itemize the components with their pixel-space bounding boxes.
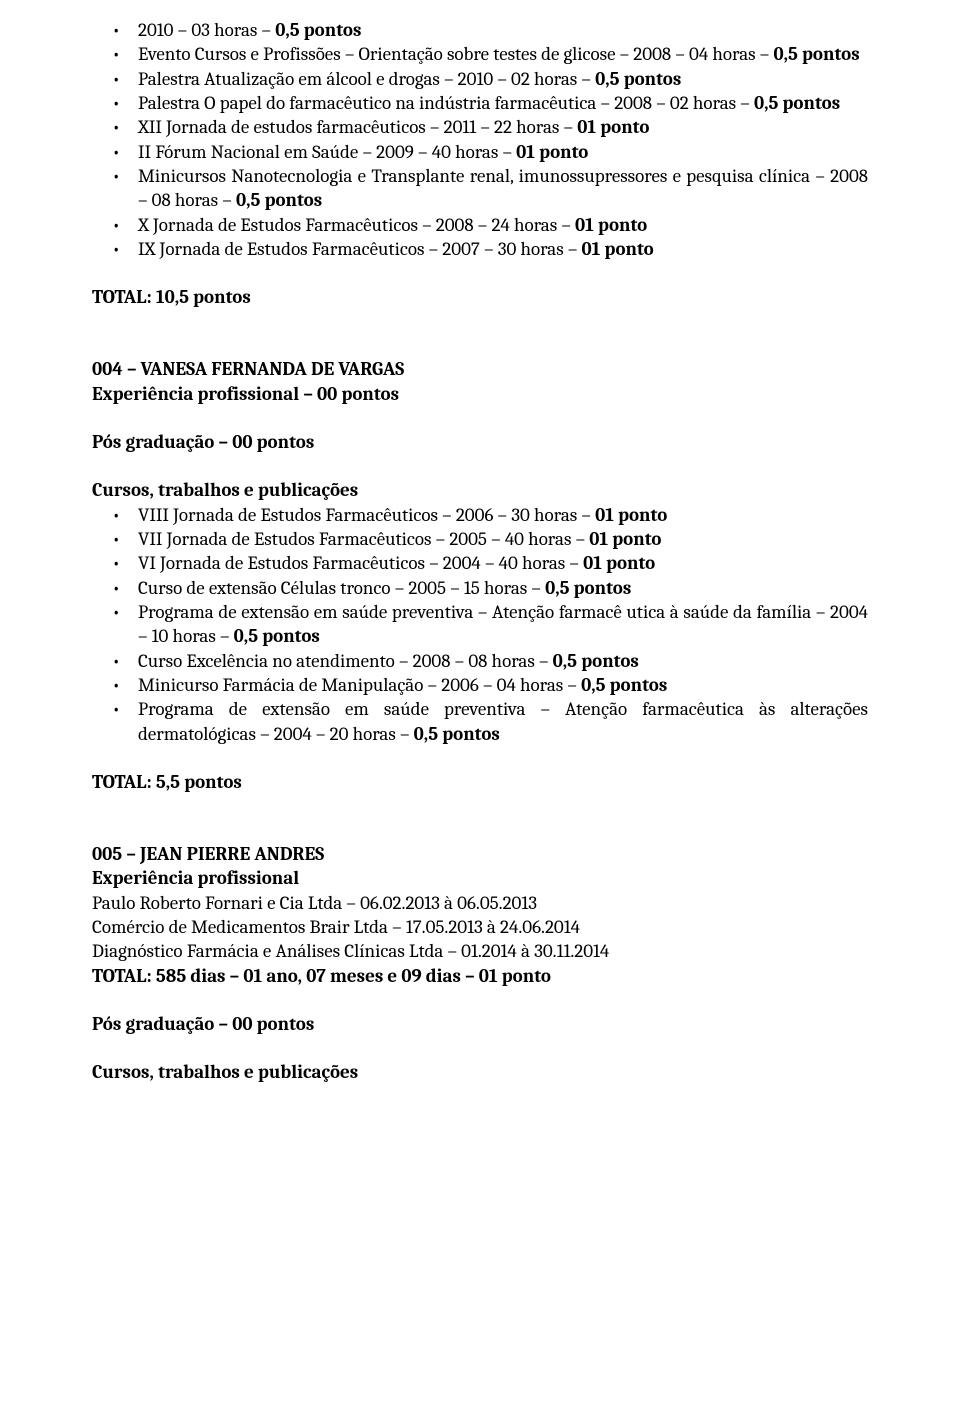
list-item: Minicursos Nanotecnologia e Transplante …: [138, 164, 868, 213]
sec004-posgrad: Pós graduação – 00 pontos: [92, 430, 868, 454]
list-item: Palestra O papel do farmacêutico na indú…: [138, 91, 868, 115]
sec005-exp-header: Experiência profissional: [92, 866, 868, 890]
sec005-title: 005 – JEAN PIERRE ANDRES: [92, 842, 868, 866]
sec005-cursos-header: Cursos, trabalhos e publicações: [92, 1060, 868, 1084]
list-item: Curso de extensão Células tronco – 2005 …: [138, 576, 868, 600]
list-item: VI Jornada de Estudos Farmacêuticos – 20…: [138, 551, 868, 575]
sec005-posgrad: Pós graduação – 00 pontos: [92, 1012, 868, 1036]
sec004-cursos-header: Cursos, trabalhos e publicações: [92, 478, 868, 502]
exp-line: Diagnóstico Farmácia e Análises Clínicas…: [92, 939, 868, 963]
sec004-total: TOTAL: 5,5 pontos: [92, 770, 868, 794]
sec004-title: 004 – VANESA FERNANDA DE VARGAS: [92, 357, 868, 381]
exp-line: Paulo Roberto Fornari e Cia Ltda – 06.02…: [92, 891, 868, 915]
list-item: Programa de extensão em saúde preventiva…: [138, 697, 868, 746]
list-item: Curso Excelência no atendimento – 2008 –…: [138, 649, 868, 673]
list-item: IX Jornada de Estudos Farmacêuticos – 20…: [138, 237, 868, 261]
list-item: Palestra Atualização em álcool e drogas …: [138, 67, 868, 91]
list-item: VII Jornada de Estudos Farmacêuticos – 2…: [138, 527, 868, 551]
list-item: 2010 – 03 horas – 0,5 pontos: [138, 18, 868, 42]
sec005-exp-lines: Paulo Roberto Fornari e Cia Ltda – 06.02…: [92, 891, 868, 964]
list-item: II Fórum Nacional em Saúde – 2009 – 40 h…: [138, 140, 868, 164]
list-item: Minicurso Farmácia de Manipulação – 2006…: [138, 673, 868, 697]
list-item: XII Jornada de estudos farmacêuticos – 2…: [138, 115, 868, 139]
top-total: TOTAL: 10,5 pontos: [92, 285, 868, 309]
sec004-bullet-list: VIII Jornada de Estudos Farmacêuticos – …: [92, 503, 868, 746]
sec005-exp-total: TOTAL: 585 dias – 01 ano, 07 meses e 09 …: [92, 964, 868, 988]
list-item: Programa de extensão em saúde preventiva…: [138, 600, 868, 649]
exp-line: Comércio de Medicamentos Brair Ltda – 17…: [92, 915, 868, 939]
top-bullet-list: 2010 – 03 horas – 0,5 pontosEvento Curso…: [92, 18, 868, 261]
list-item: X Jornada de Estudos Farmacêuticos – 200…: [138, 213, 868, 237]
list-item: VIII Jornada de Estudos Farmacêuticos – …: [138, 503, 868, 527]
sec004-exp: Experiência profissional – 00 pontos: [92, 382, 868, 406]
list-item: Evento Cursos e Profissões – Orientação …: [138, 42, 868, 66]
